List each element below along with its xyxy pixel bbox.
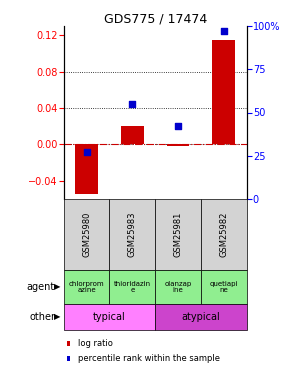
Text: atypical: atypical xyxy=(182,312,220,322)
Text: ▶: ▶ xyxy=(55,282,61,291)
Text: typical: typical xyxy=(93,312,126,322)
Point xyxy=(130,101,135,107)
Text: quetiapi
ne: quetiapi ne xyxy=(209,280,238,293)
Text: ▶: ▶ xyxy=(55,312,61,321)
Text: thioridazin
e: thioridazin e xyxy=(114,280,151,293)
Text: GSM25982: GSM25982 xyxy=(219,211,228,257)
Text: agent: agent xyxy=(27,282,55,292)
Text: GSM25980: GSM25980 xyxy=(82,211,91,257)
Title: GDS775 / 17474: GDS775 / 17474 xyxy=(104,12,207,25)
Text: GSM25981: GSM25981 xyxy=(173,211,182,257)
Bar xyxy=(212,40,235,144)
Text: GSM25983: GSM25983 xyxy=(128,211,137,257)
Text: other: other xyxy=(29,312,55,322)
Text: log ratio: log ratio xyxy=(78,339,113,348)
Point xyxy=(221,28,226,34)
Text: olanzap
ine: olanzap ine xyxy=(164,280,192,293)
Text: chlorprom
azine: chlorprom azine xyxy=(69,280,104,293)
Point xyxy=(176,123,180,129)
Text: percentile rank within the sample: percentile rank within the sample xyxy=(78,354,220,363)
Bar xyxy=(75,144,98,194)
Point xyxy=(84,149,89,155)
Bar xyxy=(121,126,144,144)
Bar xyxy=(166,144,189,146)
